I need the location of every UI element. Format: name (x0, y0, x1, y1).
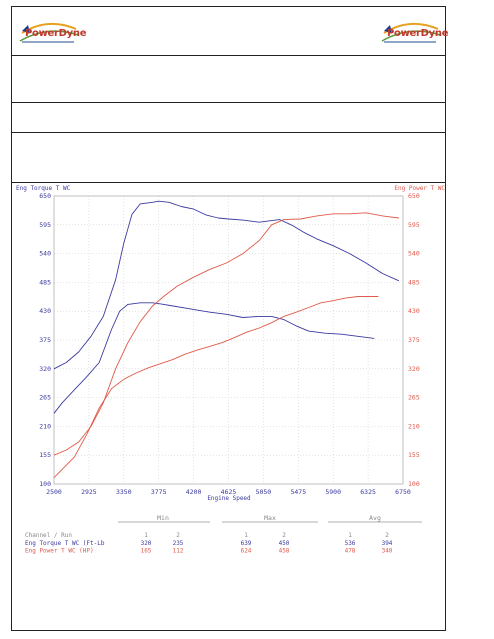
table-run-label: 1 (348, 532, 352, 539)
x-tick-label: 4625 (221, 488, 237, 496)
powerdyne-logo-left: PowerDyne (18, 21, 86, 47)
x-tick-label: 6750 (395, 488, 411, 496)
x-tick-label: 2925 (81, 488, 97, 496)
x-tick-label: 4200 (186, 488, 202, 496)
table-group-header: Max (264, 514, 276, 522)
powerdyne-logo-right: PowerDyne (380, 21, 448, 47)
table-cell: 235 (173, 540, 184, 547)
info-box-3 (12, 133, 445, 183)
table-cell: 394 (382, 540, 393, 547)
table-run-label: 2 (282, 532, 286, 539)
x-tick-label: 2500 (46, 488, 62, 496)
table-run-label: 1 (144, 532, 148, 539)
table-channel-header: Channel / Run (25, 532, 72, 539)
series-line-1 (53, 200, 400, 370)
y-tick-label-right: 485 (408, 278, 420, 286)
table-cell: 624 (241, 548, 252, 555)
y-tick-label-left: 320 (39, 365, 51, 373)
x-tick-label: 3350 (116, 488, 132, 496)
summary-table: Min Max Avg Channel / Run 1 2 1 2 1 2 Eng Torque T… (25, 514, 422, 555)
y-tick-label-left: 155 (39, 451, 51, 459)
y-axis-right-label: Eng Power T WC (394, 185, 445, 192)
y-tick-label-left: 485 (39, 278, 51, 286)
y-tick-label-right: 540 (408, 250, 420, 258)
y-tick-label-left: 375 (39, 336, 51, 344)
series-line-4 (53, 296, 379, 479)
y-tick-label-right: 320 (408, 365, 420, 373)
y-tick-label-right: 375 (408, 336, 420, 344)
y-tick-label-right: 265 (408, 394, 420, 402)
y-tick-label-right: 210 (408, 422, 420, 430)
series-line-2 (53, 302, 375, 414)
table-cell: 536 (345, 540, 356, 547)
x-tick-label: 5900 (325, 488, 341, 496)
y-tick-label-left: 265 (39, 394, 51, 402)
x-tick-label: 6325 (360, 488, 376, 496)
y-tick-label-right: 650 (408, 192, 420, 200)
grid (53, 195, 404, 485)
logo-wordmark-left: PowerDyne (25, 28, 87, 39)
table-row-name: Eng Torque T WC (Ft-Lb (25, 540, 105, 547)
y-tick-label-right: 430 (408, 307, 420, 315)
table-cell: 639 (241, 540, 252, 547)
x-axis-label: Engine Speed (207, 495, 251, 502)
info-box-2 (12, 103, 445, 133)
table-cell: 340 (382, 548, 393, 555)
table-cell: 478 (345, 548, 356, 555)
logo-swoosh-icon (381, 22, 441, 42)
table-row-name: Eng Power T WC (HP) (25, 548, 94, 555)
y-axis-left-label: Eng Torque T WC (16, 185, 71, 192)
x-tick-label: 5475 (290, 488, 306, 496)
table-cell: 112 (173, 548, 184, 555)
y-tick-label-left: 210 (39, 422, 51, 430)
y-tick-label-right: 155 (408, 451, 420, 459)
y-tick-label-right: 100 (408, 480, 420, 488)
table-run-label: 2 (176, 532, 180, 539)
y-tick-label-left: 430 (39, 307, 51, 315)
table-group-header: Avg (369, 514, 381, 522)
x-tick-label: 5050 (256, 488, 272, 496)
series-group (53, 200, 400, 479)
y-tick-label-right: 595 (408, 221, 420, 229)
series-line-3 (53, 212, 399, 456)
y-tick-label-left: 540 (39, 250, 51, 258)
y-tick-label-left: 650 (39, 192, 51, 200)
tick-labels: 2500 2925 3350 3775 4200 4625 5050 5475 5900 6325… (39, 192, 420, 496)
info-box-1 (12, 56, 445, 103)
table-run-label: 1 (244, 532, 248, 539)
x-tick-label: 3775 (151, 488, 167, 496)
sheet-header: PowerDyne PowerDyne (12, 7, 448, 56)
table-cell: 320 (141, 540, 152, 547)
table-cell: 458 (279, 548, 290, 555)
table-run-label: 2 (385, 532, 389, 539)
y-tick-label-left: 100 (39, 480, 51, 488)
logo-wordmark-right: PowerDyne (387, 28, 449, 39)
dyno-sheet: PowerDyne PowerDyne (11, 6, 448, 631)
y-tick-label-left: 595 (39, 221, 51, 229)
table-cell: 450 (279, 540, 290, 547)
logo-swoosh-icon (19, 22, 79, 42)
table-cell: 165 (141, 548, 152, 555)
table-group-header: Min (157, 514, 169, 522)
